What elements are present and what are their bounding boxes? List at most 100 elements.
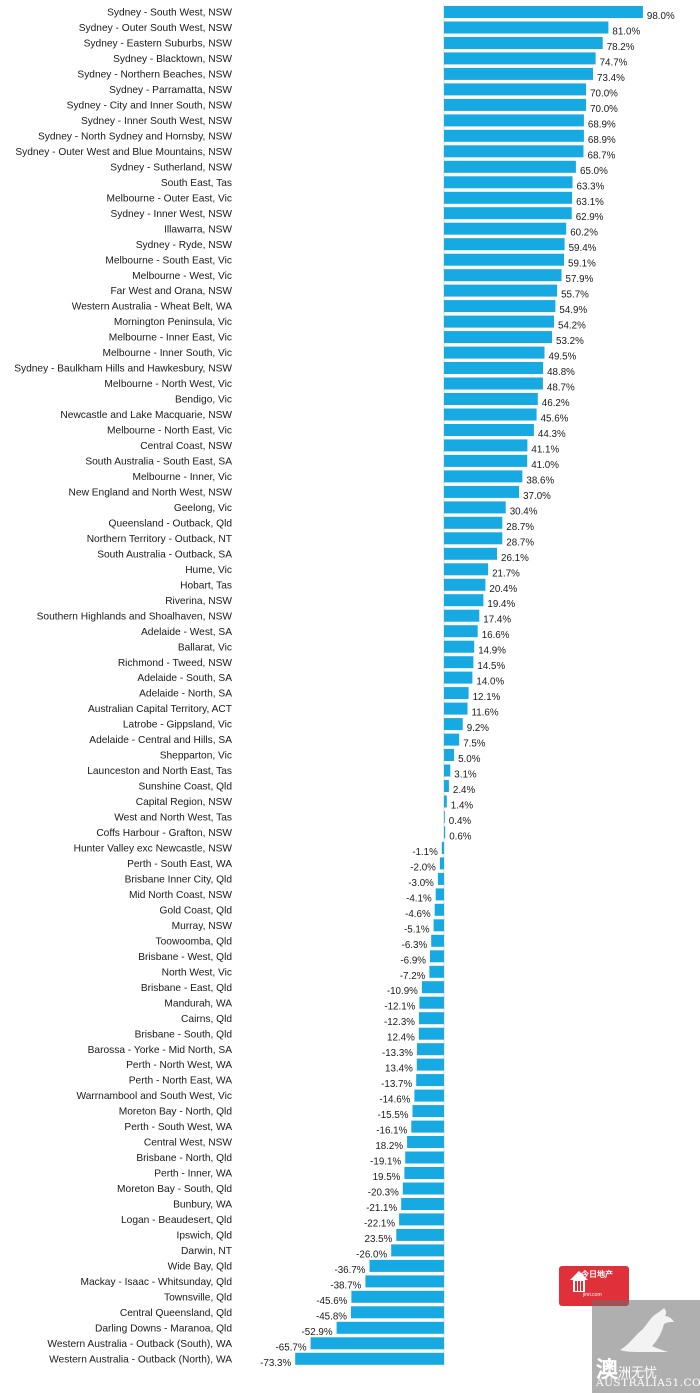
bar bbox=[369, 1259, 444, 1272]
data-label: 7.5% bbox=[463, 739, 486, 750]
bar bbox=[444, 207, 572, 220]
data-label: 68.9% bbox=[588, 119, 616, 130]
bar bbox=[444, 826, 446, 839]
bar bbox=[412, 1105, 444, 1118]
data-label: 37.0% bbox=[523, 491, 551, 502]
category-label: Newcastle and Lake Macquarie, NSW bbox=[60, 410, 232, 421]
bar bbox=[444, 625, 478, 638]
bar bbox=[411, 1120, 444, 1133]
data-label: -6.3% bbox=[402, 940, 428, 951]
data-label: 48.8% bbox=[547, 367, 575, 378]
bar bbox=[434, 903, 444, 916]
data-label: 54.2% bbox=[558, 321, 586, 332]
category-label: Hobart, Tas bbox=[180, 580, 232, 591]
category-label: Western Australia - Wheat Belt, WA bbox=[72, 302, 232, 313]
category-label: Perth - South West, WA bbox=[124, 1122, 232, 1133]
bar bbox=[441, 841, 444, 854]
data-label: 53.2% bbox=[556, 336, 584, 347]
data-label: -16.1% bbox=[376, 1126, 407, 1137]
category-label: Adelaide - West, SA bbox=[141, 627, 232, 638]
category-label: Northern Territory - Outback, NT bbox=[87, 534, 232, 545]
category-label: North West, Vic bbox=[162, 967, 232, 978]
data-label: 0.4% bbox=[449, 816, 472, 827]
bar bbox=[444, 702, 468, 715]
bar bbox=[444, 114, 584, 127]
category-label: Sunshine Coast, Qld bbox=[139, 782, 233, 793]
category-label: Adelaide - South, SA bbox=[137, 673, 232, 684]
data-label: 38.6% bbox=[526, 475, 554, 486]
category-label: Bunbury, WA bbox=[173, 1200, 232, 1211]
bar bbox=[444, 300, 556, 313]
bar bbox=[401, 1198, 444, 1210]
bar bbox=[444, 501, 506, 514]
category-label: Moreton Bay - North, Qld bbox=[119, 1107, 233, 1118]
bar bbox=[421, 981, 444, 994]
data-label: 30.4% bbox=[510, 506, 538, 517]
data-label: 73.4% bbox=[597, 73, 625, 84]
category-label: Sydney - Outer West and Blue Mountains, … bbox=[15, 147, 232, 158]
data-label: 45.6% bbox=[541, 414, 569, 425]
data-label: 19.4% bbox=[487, 599, 515, 610]
category-label: Bendigo, Vic bbox=[175, 395, 232, 406]
category-label: Central West, NSW bbox=[144, 1138, 233, 1149]
category-label: Perth - Inner, WA bbox=[154, 1169, 232, 1180]
data-label: 5.0% bbox=[458, 754, 481, 765]
bar bbox=[430, 950, 444, 963]
data-label: 28.7% bbox=[506, 522, 534, 533]
category-label: Richmond - Tweed, NSW bbox=[118, 658, 233, 669]
data-label: 54.9% bbox=[559, 305, 587, 316]
bar bbox=[444, 764, 451, 777]
bar bbox=[404, 1167, 444, 1179]
bar bbox=[444, 454, 528, 467]
data-label: -3.0% bbox=[408, 878, 434, 889]
data-label: -14.6% bbox=[379, 1095, 410, 1106]
data-label: 19.5% bbox=[373, 1172, 401, 1183]
data-label: 63.1% bbox=[576, 197, 604, 208]
bar bbox=[444, 253, 564, 266]
category-label: Brisbane Inner City, Qld bbox=[125, 875, 233, 886]
bar bbox=[444, 393, 538, 405]
bar bbox=[444, 269, 562, 282]
data-label: 70.0% bbox=[590, 104, 618, 115]
bar bbox=[396, 1228, 444, 1241]
category-label: Central Queensland, Qld bbox=[120, 1308, 232, 1319]
bar bbox=[444, 470, 523, 483]
bar bbox=[416, 1058, 444, 1071]
category-label: Sydney - Inner South West, NSW bbox=[81, 116, 232, 127]
bar bbox=[444, 129, 584, 142]
kangaroo-icon bbox=[620, 1308, 674, 1352]
data-label: 17.4% bbox=[483, 615, 511, 626]
category-label: Sydney - Parramatta, NSW bbox=[109, 85, 232, 96]
bar bbox=[444, 811, 445, 823]
category-label: Sydney - Eastern Suburbs, NSW bbox=[84, 39, 233, 50]
category-label: South East, Tas bbox=[161, 178, 232, 189]
bar bbox=[444, 516, 503, 529]
category-label: Hunter Valley exc Newcastle, NSW bbox=[74, 844, 233, 855]
category-label: Melbourne - Inner East, Vic bbox=[109, 333, 232, 344]
data-label: 12.4% bbox=[387, 1033, 415, 1044]
bar bbox=[405, 1151, 444, 1164]
category-label: Barossa - Yorke - Mid North, SA bbox=[88, 1045, 233, 1056]
category-label: Toowoomba, Qld bbox=[156, 936, 233, 947]
data-label: 13.4% bbox=[385, 1064, 413, 1075]
bar bbox=[444, 718, 463, 731]
bar bbox=[444, 687, 469, 700]
category-label: Melbourne - Inner South, Vic bbox=[103, 348, 233, 359]
category-label: Brisbane - East, Qld bbox=[141, 983, 232, 994]
data-label: 41.1% bbox=[531, 444, 559, 455]
category-label: Brisbane - West, Qld bbox=[138, 952, 232, 963]
bar bbox=[444, 532, 503, 545]
bar bbox=[431, 934, 444, 947]
category-label: Riverina, NSW bbox=[165, 596, 232, 607]
data-label: -45.6% bbox=[316, 1296, 347, 1307]
category-label: Logan - Beaudesert, Qld bbox=[121, 1215, 232, 1226]
category-label: Townsville, Qld bbox=[164, 1292, 232, 1303]
data-label: -52.9% bbox=[302, 1327, 333, 1338]
house-icon bbox=[570, 1271, 588, 1292]
bar bbox=[295, 1352, 444, 1365]
data-label: 21.7% bbox=[492, 568, 520, 579]
bar bbox=[336, 1321, 444, 1334]
bar bbox=[419, 1012, 444, 1025]
bar bbox=[444, 656, 474, 669]
